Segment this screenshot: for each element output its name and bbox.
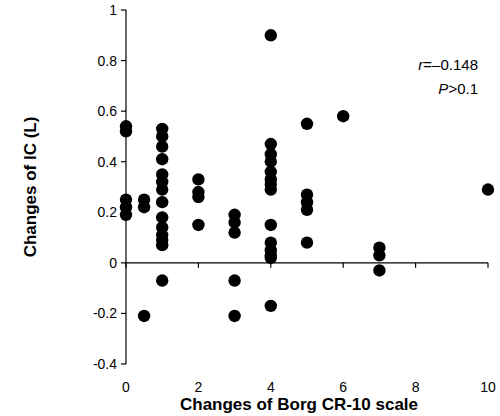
point — [482, 183, 494, 195]
point — [156, 274, 168, 286]
annotation-rest: >0.1 — [448, 80, 478, 97]
point — [265, 300, 277, 312]
x-axis — [126, 262, 488, 263]
point — [192, 191, 204, 203]
x-axis-label: Changes of Borg CR-10 scale — [180, 395, 418, 414]
annotation: r=–0.148 — [418, 56, 478, 73]
point — [373, 264, 385, 276]
point — [192, 173, 204, 185]
y-tick-label: 0.4 — [98, 154, 118, 170]
point — [138, 310, 150, 322]
annotation-symbol: P — [438, 80, 448, 97]
x-tick-label: 8 — [412, 379, 420, 395]
y-tick-label: 1 — [109, 2, 117, 18]
point — [265, 183, 277, 195]
y-tick-label: 0.8 — [98, 53, 118, 69]
y-tick-label: 0.6 — [98, 103, 118, 119]
y-tick — [121, 161, 126, 162]
point — [138, 201, 150, 213]
point — [265, 29, 277, 41]
point — [265, 252, 277, 264]
point — [120, 125, 132, 137]
y-axis — [125, 10, 126, 364]
x-tick-label: 6 — [339, 379, 347, 395]
point — [373, 249, 385, 261]
y-tick-label: -0.2 — [93, 305, 117, 321]
point — [337, 110, 349, 122]
x-tick — [487, 263, 488, 268]
point — [192, 219, 204, 231]
point — [156, 239, 168, 251]
point — [301, 236, 313, 248]
point — [301, 204, 313, 216]
point — [156, 140, 168, 152]
chart: -0.4-0.200.20.40.60.810246810Changes of … — [0, 0, 500, 416]
point — [228, 310, 240, 322]
x-tick — [125, 263, 126, 268]
y-tick-label: 0 — [109, 255, 117, 271]
y-tick-label: -0.4 — [93, 356, 117, 372]
y-tick — [121, 111, 126, 112]
y-axis-label: Changes of IC (L) — [21, 117, 40, 258]
y-tick — [121, 60, 126, 61]
point — [228, 274, 240, 286]
y-tick — [121, 262, 126, 263]
y-tick — [121, 363, 126, 364]
x-tick-label: 10 — [480, 379, 496, 395]
x-tick — [415, 263, 416, 268]
x-tick — [343, 263, 344, 268]
point — [301, 118, 313, 130]
point — [120, 209, 132, 221]
point — [156, 153, 168, 165]
x-tick-label: 4 — [267, 379, 275, 395]
point — [228, 226, 240, 238]
x-tick — [198, 263, 199, 268]
point — [156, 183, 168, 195]
y-tick — [121, 9, 126, 10]
y-tick-label: 0.2 — [98, 204, 118, 220]
point — [156, 196, 168, 208]
x-tick-label: 0 — [122, 379, 130, 395]
annotation: P>0.1 — [438, 80, 478, 97]
annotation-rest: =–0.148 — [423, 56, 478, 73]
point — [265, 219, 277, 231]
points — [120, 29, 494, 322]
x-tick-label: 2 — [195, 379, 203, 395]
y-tick — [121, 313, 126, 314]
